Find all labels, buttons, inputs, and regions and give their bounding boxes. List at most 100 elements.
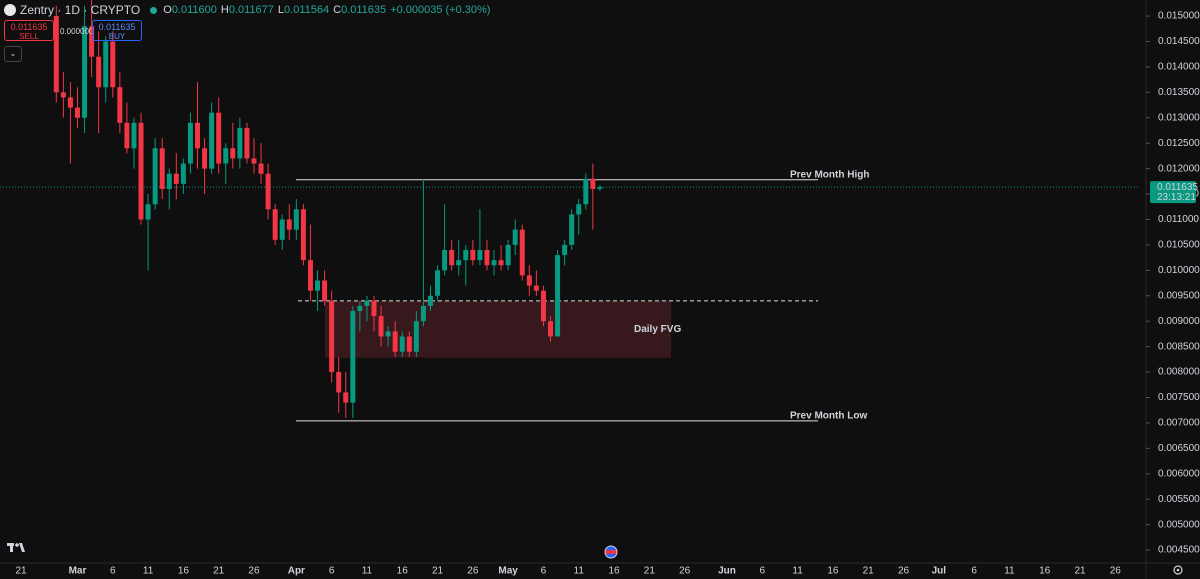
candle-body xyxy=(223,148,229,164)
candle-body xyxy=(477,249,483,261)
x-tick-label: 26 xyxy=(898,566,910,577)
ohlc-key: C xyxy=(333,4,342,16)
x-tick-label: 26 xyxy=(248,566,260,577)
collapse-button[interactable]: ⌄ xyxy=(4,46,22,62)
ohlc: O 0.011600 H 0.011677 L 0.011564 C 0.011635 … xyxy=(163,4,494,16)
candle-body xyxy=(562,244,568,256)
ohlc-value: 0.011635 xyxy=(341,4,387,16)
x-tick-label: 26 xyxy=(1110,566,1122,577)
y-tick-label: 0.015000 xyxy=(1158,11,1200,22)
status-dot xyxy=(150,6,158,14)
x-tick-label: 11 xyxy=(574,566,585,577)
x-tick-label: 6 xyxy=(110,566,116,577)
y-tick-label: 0.013000 xyxy=(1158,112,1200,123)
y-tick-label: 0.007500 xyxy=(1158,392,1200,403)
candle-body xyxy=(322,280,328,301)
candle-body xyxy=(583,178,589,205)
x-tick-label: 6 xyxy=(541,566,547,577)
x-tick-label: Mar xyxy=(69,566,87,577)
buy-button[interactable]: 0.011635 BUY xyxy=(92,20,142,41)
candle-body xyxy=(60,92,66,98)
candle-body xyxy=(413,321,419,352)
candle-body xyxy=(265,173,271,210)
y-tick-label: 0.008000 xyxy=(1158,367,1200,378)
candle-body xyxy=(336,372,342,393)
candle-body xyxy=(449,249,455,266)
candle-body xyxy=(569,214,575,245)
candle-body xyxy=(484,249,490,266)
candle-body xyxy=(350,311,356,403)
x-tick-label: 16 xyxy=(397,566,409,577)
flag-icon[interactable] xyxy=(604,545,618,559)
candle-body xyxy=(272,209,278,240)
candle-body xyxy=(548,321,553,337)
x-tick-label: Jul xyxy=(932,566,947,577)
candle-body xyxy=(300,209,306,261)
candle-body xyxy=(216,112,222,164)
candle-body xyxy=(53,16,59,93)
y-tick-label: 0.014000 xyxy=(1158,62,1200,73)
fvg-label: Daily FVG xyxy=(634,324,681,335)
candle-body xyxy=(329,300,335,373)
x-tick-label: 16 xyxy=(608,566,620,577)
sell-price: 0.011635 xyxy=(10,22,48,32)
tv-logo xyxy=(7,543,25,552)
candle-body xyxy=(470,249,476,261)
y-tick-label: 0.009000 xyxy=(1158,316,1200,327)
candle-body xyxy=(180,163,186,184)
candle-body xyxy=(89,26,95,57)
candle-body xyxy=(202,148,208,169)
candle-body xyxy=(307,260,313,291)
ohlc-key: L xyxy=(277,4,285,16)
x-tick-label: 6 xyxy=(971,566,977,577)
candle-body xyxy=(258,163,264,174)
y-tick-label: 0.006000 xyxy=(1158,468,1200,479)
candle-body xyxy=(145,204,151,220)
header: Zentry · 1D · CRYPTO O 0.011600 H 0.011677… xyxy=(4,2,494,18)
candle-body xyxy=(491,260,497,266)
x-tick-label: 16 xyxy=(1039,566,1051,577)
candle-body xyxy=(251,158,257,164)
ohlc-key: H xyxy=(220,4,229,16)
candle-body xyxy=(435,270,441,296)
candle-body xyxy=(364,300,370,306)
candle-body xyxy=(505,244,511,266)
y-tick-label: 0.010500 xyxy=(1158,240,1200,251)
candle-body xyxy=(173,173,179,184)
candle-body xyxy=(152,148,158,205)
candle-body xyxy=(230,148,236,159)
symbol[interactable]: Zentry · 1D · CRYPTO xyxy=(20,3,141,17)
x-tick-label: 21 xyxy=(213,566,225,577)
y-tick-label: 0.005500 xyxy=(1158,494,1200,505)
sell-label: SELL xyxy=(19,32,39,41)
fvg-zone xyxy=(325,300,671,358)
candle-body xyxy=(96,56,102,88)
x-tick-label: 21 xyxy=(15,566,27,577)
y-tick-label: 0.010000 xyxy=(1158,265,1200,276)
candle-body xyxy=(166,173,172,189)
spread: 0.000000 xyxy=(60,27,94,36)
candle-body xyxy=(357,305,363,312)
ohlc-value: 0.011600 xyxy=(171,4,217,16)
y-tick-label: 0.013500 xyxy=(1158,87,1200,98)
last-price-label: 0.011635 xyxy=(1157,182,1198,193)
sell-button[interactable]: 0.011635 SELL xyxy=(4,20,54,41)
ohlc-value: 0.011564 xyxy=(284,4,330,16)
candle-body xyxy=(293,209,299,230)
candle-body xyxy=(456,260,462,266)
change: +0.000035 (+0.30%) xyxy=(390,4,491,16)
y-tick-label: 0.011000 xyxy=(1158,214,1199,225)
candle-body xyxy=(371,300,377,317)
settings-icon[interactable] xyxy=(1173,565,1183,575)
candle-body xyxy=(576,204,582,215)
y-tick-label: 0.007000 xyxy=(1158,418,1200,429)
candle-body xyxy=(399,336,405,352)
candle-body xyxy=(378,316,384,337)
candle-body xyxy=(244,127,250,159)
y-tick-label: 0.008500 xyxy=(1158,341,1200,352)
candle-body xyxy=(463,249,469,261)
candle-body xyxy=(124,122,130,149)
y-tick-label: 0.012000 xyxy=(1158,163,1200,174)
